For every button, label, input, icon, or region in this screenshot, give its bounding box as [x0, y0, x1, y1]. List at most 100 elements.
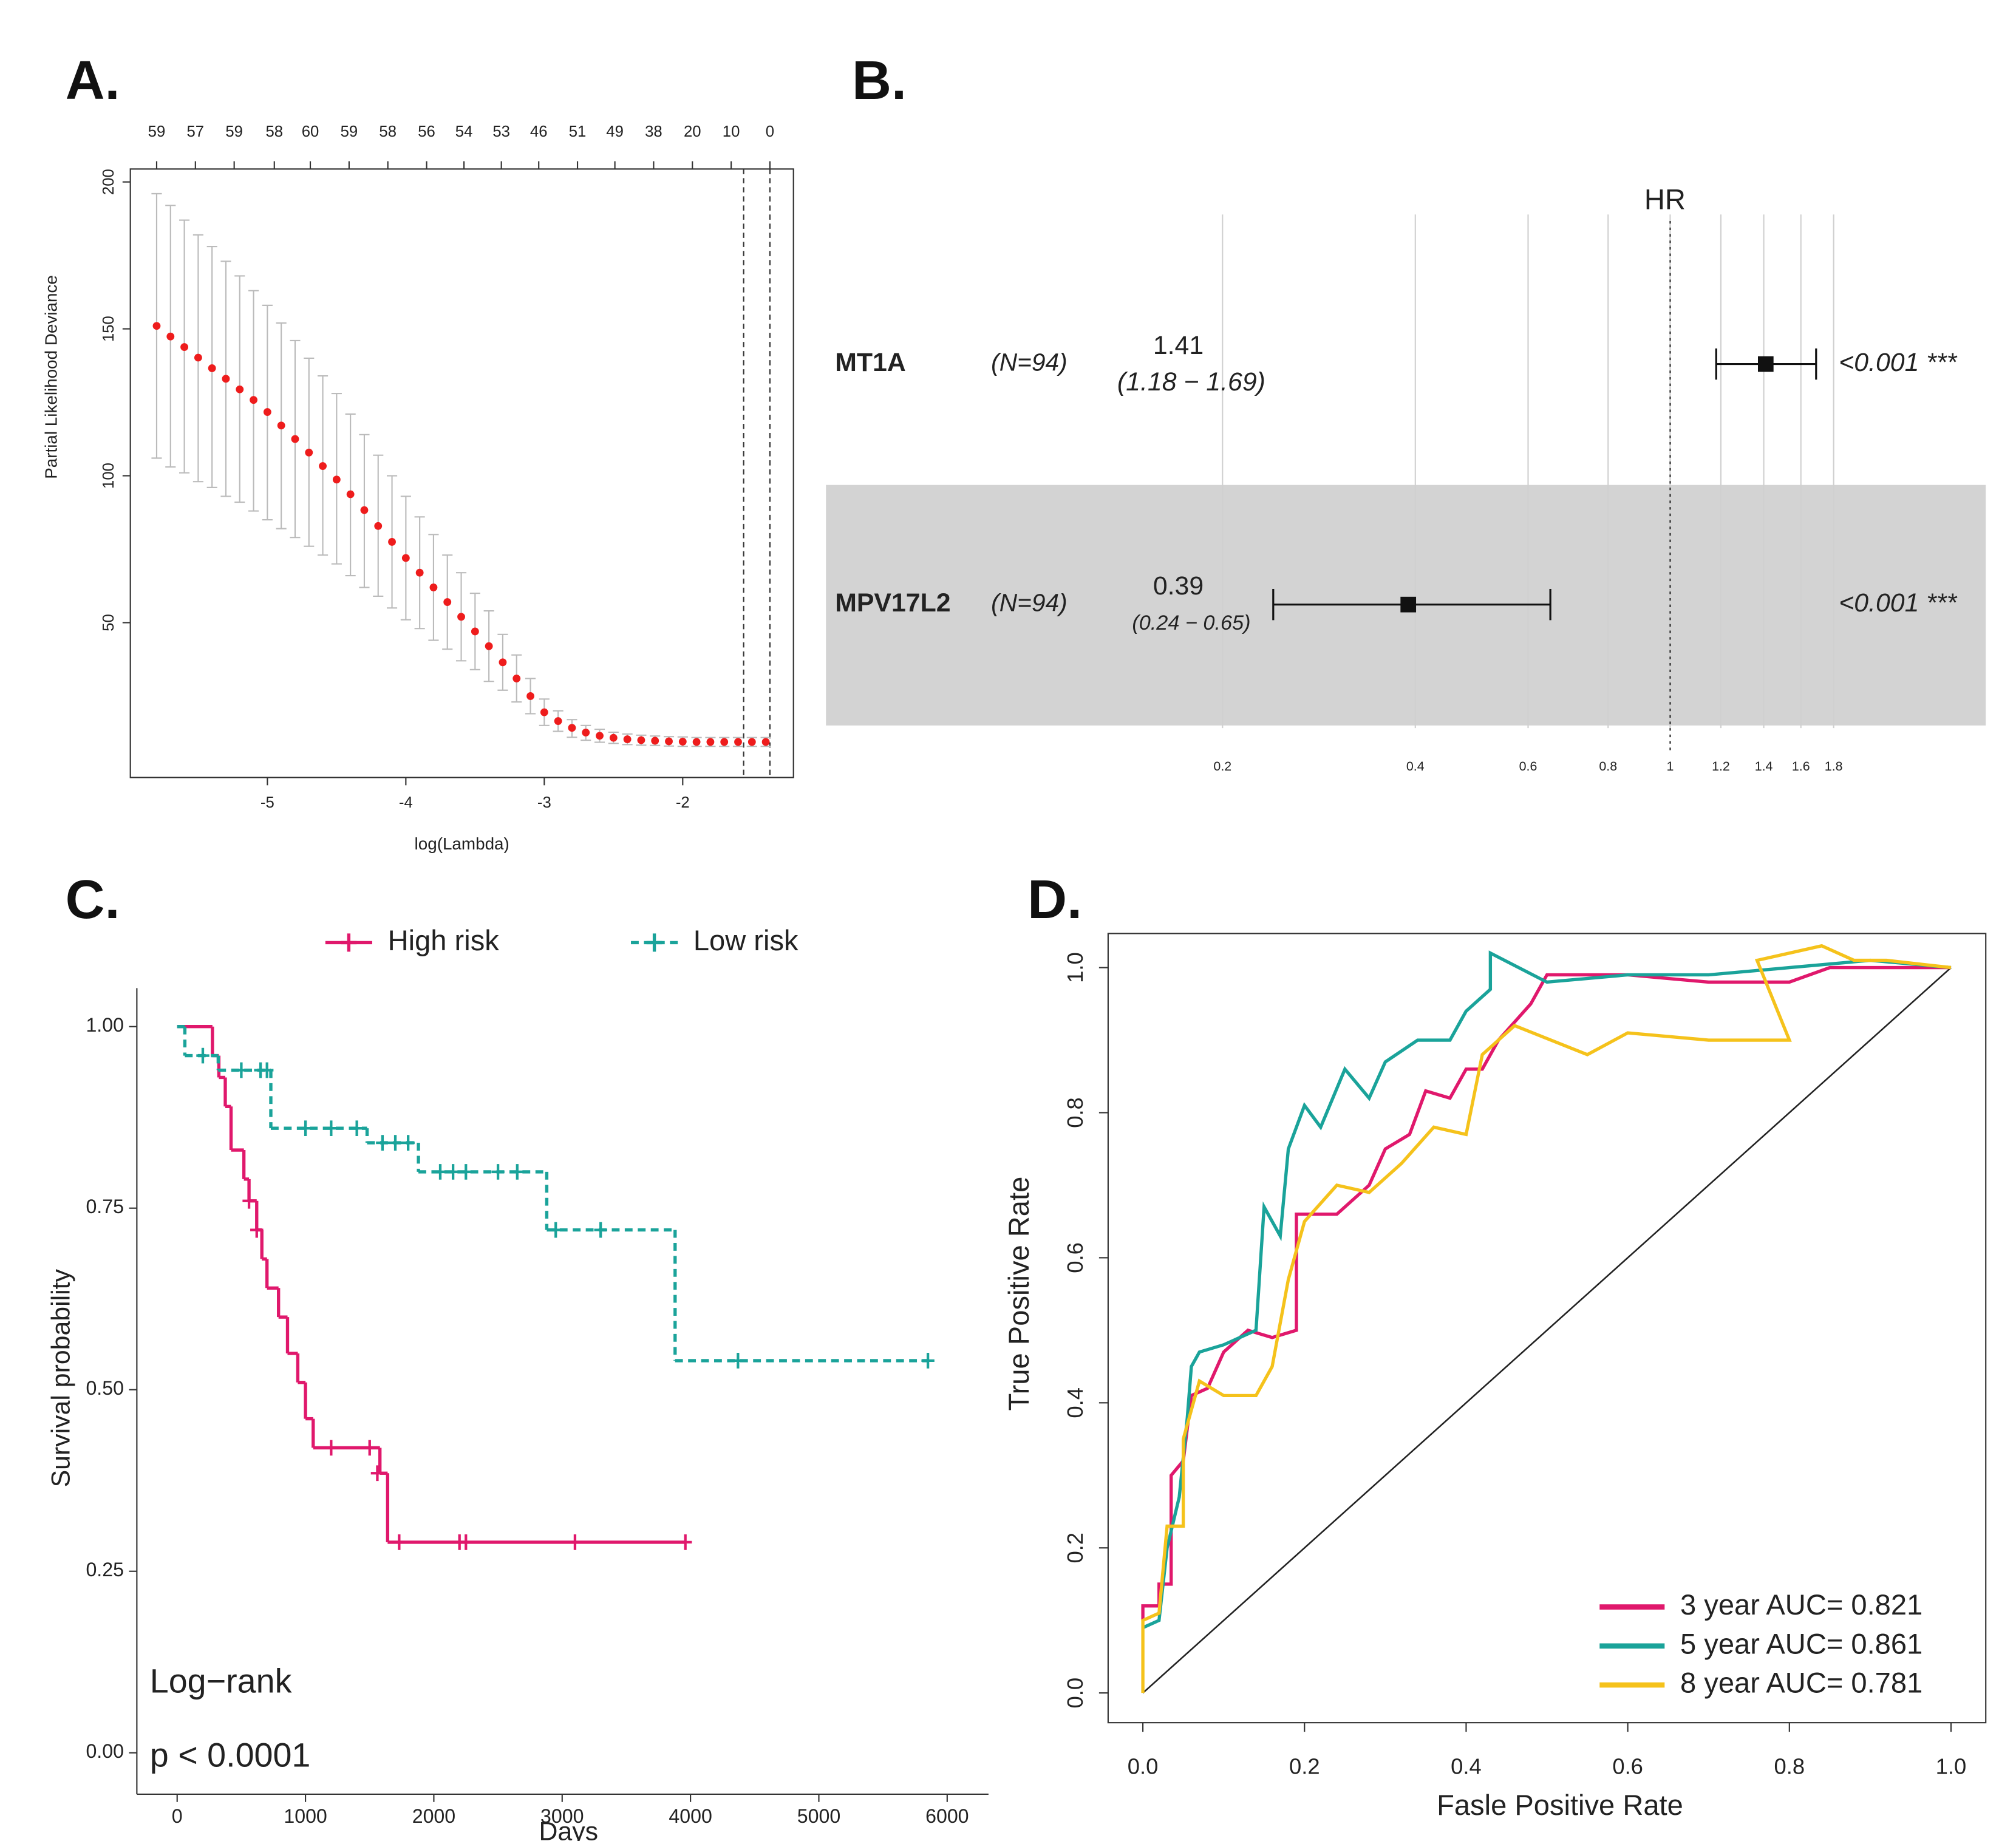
- point: [471, 627, 479, 636]
- x-tick-label: -5: [261, 794, 274, 811]
- point: [665, 737, 673, 746]
- x-tick-label: 3000: [540, 1805, 584, 1827]
- censor-mark: [434, 1164, 447, 1180]
- x-tick-label: 0.8: [1774, 1754, 1805, 1779]
- x-tick-label: 0.6: [1612, 1754, 1643, 1779]
- point: [263, 408, 271, 416]
- point: [236, 385, 244, 393]
- x-tick-label: 6000: [925, 1805, 969, 1827]
- y-tick-label: 100: [100, 463, 117, 489]
- point: [250, 396, 257, 404]
- censor-mark: [196, 1047, 209, 1064]
- legend-label: 3 year AUC= 0.821: [1680, 1588, 1922, 1621]
- censor-mark: [459, 1534, 472, 1550]
- top-tick-label: 10: [723, 123, 740, 140]
- x-tick-label: 1.2: [1712, 759, 1730, 774]
- point: [499, 658, 507, 667]
- legend-label: 5 year AUC= 0.861: [1680, 1627, 1922, 1659]
- point: [692, 738, 701, 746]
- x-tick-label: 1.4: [1755, 759, 1773, 774]
- censor-mark: [299, 1120, 312, 1137]
- top-tick-label: 60: [302, 123, 319, 140]
- censor-mark: [491, 1164, 505, 1180]
- top-tick-label: 58: [265, 123, 283, 140]
- y-tick-label: 200: [100, 169, 117, 195]
- point: [734, 738, 742, 746]
- point: [194, 353, 202, 362]
- point: [319, 462, 327, 470]
- point: [596, 732, 604, 740]
- top-tick-label: 59: [225, 123, 243, 140]
- hr-point: [1400, 596, 1417, 613]
- censor-mark: [242, 1193, 256, 1209]
- point: [152, 322, 161, 330]
- x-tick-label: 1.6: [1792, 759, 1810, 774]
- point: [747, 738, 756, 746]
- x-tick-label: 0.2: [1213, 759, 1231, 774]
- x-tick-label: 0: [172, 1805, 183, 1827]
- legend-label: 8 year AUC= 0.781: [1680, 1666, 1922, 1698]
- y-tick-label: 0.50: [86, 1377, 124, 1399]
- reference-line: [1142, 967, 1952, 1694]
- point: [401, 554, 410, 562]
- censor-mark: [370, 1465, 384, 1482]
- top-tick-label: 20: [684, 123, 701, 140]
- point: [429, 583, 438, 591]
- censor-mark: [363, 1440, 376, 1456]
- censor-mark: [401, 1135, 415, 1151]
- panel-label: A.: [66, 50, 120, 111]
- y-tick-label: 0.25: [86, 1559, 124, 1581]
- y-tick-label: 0.6: [1063, 1242, 1088, 1273]
- point: [305, 448, 313, 457]
- censor-mark: [446, 1164, 460, 1180]
- censor-mark: [234, 1062, 248, 1078]
- roc-line: [1142, 950, 1952, 1630]
- x-axis-title: Fasle Positive Rate: [1437, 1789, 1683, 1821]
- top-tick-label: 38: [645, 123, 662, 140]
- censor-mark: [731, 1353, 745, 1369]
- point: [609, 733, 618, 742]
- y-tick-label: 0.00: [86, 1740, 124, 1762]
- censor-mark: [392, 1534, 406, 1550]
- point: [277, 421, 285, 430]
- legend-label: High risk: [388, 924, 500, 956]
- y-axis-title: True Positive Rate: [1003, 1177, 1035, 1411]
- x-tick-label: -4: [399, 794, 413, 811]
- x-axis-title: log(Lambda): [415, 834, 509, 853]
- point: [720, 738, 729, 746]
- censor-mark: [594, 1222, 607, 1238]
- x-tick-label: 2000: [412, 1805, 455, 1827]
- top-tick-label: 51: [569, 123, 587, 140]
- point: [388, 537, 396, 546]
- censor-mark: [250, 1222, 264, 1238]
- y-tick-label: 0.2: [1063, 1533, 1088, 1564]
- point: [526, 692, 534, 700]
- censor-mark: [568, 1534, 582, 1550]
- panel-label: B.: [852, 50, 907, 111]
- top-tick-label: 46: [530, 123, 548, 140]
- top-tick-label: 57: [187, 123, 205, 140]
- x-tick-label: 0.2: [1289, 1754, 1320, 1779]
- censor-mark: [389, 1135, 402, 1151]
- censor-mark: [324, 1120, 338, 1137]
- hr-value: 0.39: [1153, 571, 1204, 601]
- annotation: p < 0.0001: [150, 1737, 311, 1774]
- top-tick-label: 56: [418, 123, 435, 140]
- point: [540, 708, 548, 716]
- point: [360, 506, 369, 514]
- x-tick-label: -2: [676, 794, 690, 811]
- point: [582, 729, 590, 737]
- point: [485, 642, 493, 650]
- point: [291, 435, 299, 443]
- hr-ci: (0.24 − 0.65): [1132, 611, 1250, 635]
- y-tick-label: 1.00: [86, 1014, 124, 1036]
- x-tick-label: 1: [1667, 759, 1674, 774]
- censor-mark: [324, 1440, 338, 1456]
- roc-line: [1141, 965, 1951, 1621]
- point: [568, 724, 576, 732]
- y-tick-label: 0.4: [1063, 1387, 1088, 1418]
- legend-label: Low risk: [693, 924, 799, 956]
- x-tick-label: 0.6: [1519, 759, 1538, 774]
- point: [623, 735, 632, 743]
- hr-value: 1.41: [1153, 331, 1204, 360]
